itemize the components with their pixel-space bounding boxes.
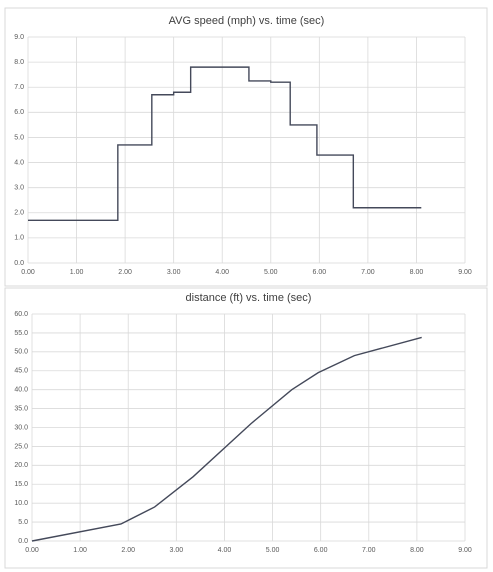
chart-title: distance (ft) vs. time (sec)	[186, 292, 312, 304]
y-tick-label: 60.0	[14, 311, 28, 318]
x-tick-label: 1.00	[70, 269, 84, 276]
x-tick-label: 7.00	[361, 269, 375, 276]
x-tick-label: 2.00	[121, 547, 135, 554]
y-tick-label: 20.0	[14, 462, 28, 469]
y-tick-label: 7.0	[14, 84, 24, 91]
y-tick-label: 15.0	[14, 481, 28, 488]
y-tick-label: 25.0	[14, 443, 28, 450]
y-tick-label: 8.0	[14, 59, 24, 66]
x-tick-label: 8.00	[410, 269, 424, 276]
y-tick-label: 40.0	[14, 387, 28, 394]
x-tick-label: 4.00	[215, 269, 229, 276]
y-tick-label: 6.0	[14, 109, 24, 116]
y-tick-label: 9.0	[14, 34, 24, 41]
chart-frame	[4, 7, 488, 287]
x-tick-label: 5.00	[264, 269, 278, 276]
chart-title: AVG speed (mph) vs. time (sec)	[169, 15, 325, 27]
x-tick-label: 6.00	[314, 547, 328, 554]
y-tick-label: 1.0	[14, 235, 24, 242]
x-tick-label: 7.00	[362, 547, 376, 554]
x-tick-label: 2.00	[118, 269, 132, 276]
y-tick-label: 3.0	[14, 185, 24, 192]
y-tick-label: 2.0	[14, 210, 24, 217]
y-tick-label: 30.0	[14, 424, 28, 431]
y-tick-label: 10.0	[14, 500, 28, 507]
y-tick-label: 4.0	[14, 159, 24, 166]
y-tick-label: 50.0	[14, 349, 28, 356]
x-tick-label: 8.00	[410, 547, 424, 554]
y-tick-label: 5.0	[14, 134, 24, 141]
y-tick-label: 0.0	[18, 538, 28, 545]
x-tick-label: 4.00	[218, 547, 232, 554]
x-tick-label: 0.00	[21, 269, 35, 276]
x-tick-label: 6.00	[313, 269, 327, 276]
x-tick-label: 1.00	[73, 547, 87, 554]
x-tick-label: 3.00	[167, 269, 181, 276]
y-tick-label: 0.0	[14, 260, 24, 267]
y-tick-label: 45.0	[14, 368, 28, 375]
data-line	[31, 336, 422, 542]
x-tick-label: 0.00	[25, 547, 39, 554]
x-tick-label: 5.00	[266, 547, 280, 554]
y-tick-label: 35.0	[14, 405, 28, 412]
x-tick-label: 9.00	[458, 547, 472, 554]
data-line	[28, 66, 422, 222]
y-tick-label: 5.0	[18, 519, 28, 526]
y-tick-label: 55.0	[14, 330, 28, 337]
x-tick-label: 3.00	[170, 547, 184, 554]
x-tick-label: 9.00	[458, 269, 472, 276]
